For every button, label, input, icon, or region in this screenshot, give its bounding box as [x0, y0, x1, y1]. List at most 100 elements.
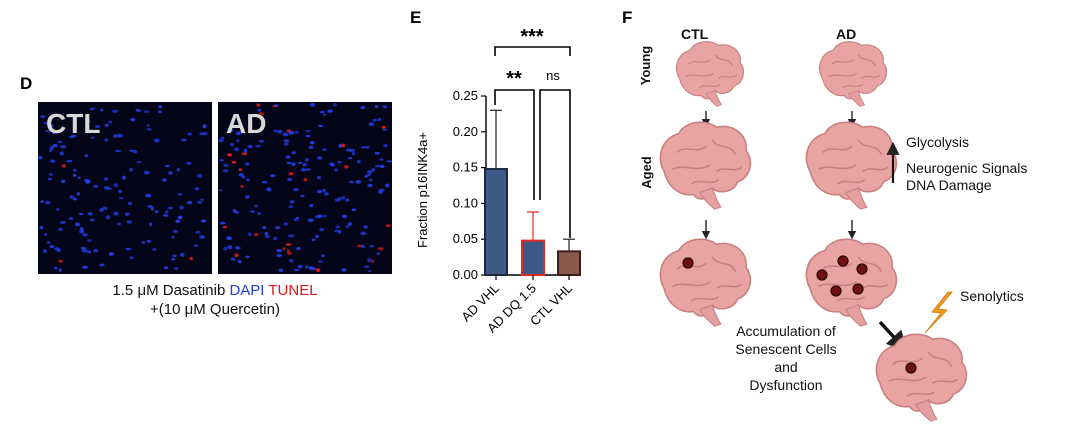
dapi-nucleus — [219, 159, 224, 162]
tunel-nucleus — [240, 185, 244, 188]
bracket-top — [494, 46, 571, 56]
dapi-nucleus — [79, 229, 85, 234]
dapi-nucleus — [218, 138, 224, 143]
tunel-nucleus — [377, 247, 384, 251]
dapi-nucleus — [129, 256, 134, 260]
panel-d-letter: D — [20, 74, 33, 93]
dapi-nucleus — [345, 198, 350, 202]
dapi-nucleus — [236, 139, 240, 143]
dapi-nucleus — [232, 209, 237, 213]
micrograph-ctl-label: CTL — [46, 108, 101, 139]
dapi-nucleus — [127, 201, 133, 206]
dapi-nucleus — [162, 178, 167, 182]
dapi-nucleus — [276, 249, 283, 253]
dapi-nucleus — [316, 175, 321, 180]
dapi-nucleus — [286, 161, 292, 165]
dapi-nucleus — [305, 265, 309, 269]
dapi-nucleus — [119, 197, 124, 200]
dapi-nucleus — [291, 162, 296, 166]
dapi-nucleus — [219, 189, 223, 192]
dapi-nucleus — [367, 258, 371, 263]
dapi-nucleus — [273, 129, 278, 133]
dapi-nucleus — [301, 168, 306, 172]
dapi-nucleus — [305, 157, 309, 162]
dapi-nucleus — [287, 177, 293, 182]
dapi-nucleus — [158, 105, 163, 109]
dapi-nucleus — [222, 169, 229, 173]
dapi-nucleus — [55, 208, 60, 211]
dapi-nucleus — [118, 189, 122, 193]
dapi-nucleus — [364, 265, 370, 268]
y-tick-label: 0.10 — [453, 195, 478, 210]
dapi-nucleus — [255, 145, 261, 148]
tunel-nucleus — [231, 160, 237, 164]
dapi-nucleus — [61, 179, 66, 184]
dapi-nucleus — [163, 266, 169, 269]
dapi-nucleus — [295, 216, 299, 220]
dapi-nucleus — [141, 241, 146, 244]
dapi-nucleus — [223, 163, 229, 167]
dapi-nucleus — [380, 164, 385, 168]
tunel-nucleus — [385, 224, 391, 228]
dapi-nucleus — [68, 217, 74, 220]
dapi-nucleus — [155, 209, 159, 214]
label-senolytics: Senolytics — [960, 288, 1024, 304]
dapi-nucleus — [360, 231, 366, 236]
dapi-nucleus — [176, 167, 181, 172]
dapi-nucleus — [254, 204, 258, 208]
tunel-nucleus — [381, 125, 386, 129]
label-accumulation: Accumulation of Senescent Cells and Dysf… — [722, 322, 850, 394]
dapi-nucleus — [367, 184, 372, 188]
dapi-nucleus — [168, 171, 173, 175]
dapi-nucleus — [357, 160, 361, 164]
dapi-nucleus — [72, 173, 77, 177]
column-ad-header: AD — [836, 26, 857, 42]
dapi-nucleus — [383, 144, 388, 148]
dapi-nucleus — [72, 197, 77, 201]
dapi-nucleus — [360, 146, 367, 149]
dapi-nucleus — [300, 194, 305, 198]
y-tick-label: 0.00 — [453, 267, 478, 282]
dapi-nucleus — [337, 230, 342, 234]
dapi-nucleus — [197, 200, 203, 204]
nuclei-overlay-ctl — [38, 105, 208, 272]
brain-aged-ctl — [659, 121, 752, 210]
dapi-nucleus — [115, 150, 122, 153]
dapi-nucleus — [129, 167, 133, 172]
dapi-nucleus — [276, 253, 282, 258]
dapi-nucleus — [309, 203, 314, 208]
dapi-nucleus — [195, 230, 201, 234]
dapi-nucleus — [289, 200, 295, 204]
dapi-nucleus — [235, 131, 241, 136]
tunel-nucleus — [315, 268, 321, 272]
dapi-nucleus — [275, 226, 281, 230]
dapi-nucleus — [291, 151, 296, 155]
dapi-nucleus — [52, 143, 58, 148]
tunel-nucleus — [370, 259, 374, 263]
dapi-nucleus — [78, 212, 84, 216]
dapi-nucleus — [283, 222, 288, 226]
dapi-nucleus — [90, 218, 95, 222]
dapi-nucleus — [153, 138, 160, 143]
dapi-nucleus — [266, 187, 272, 192]
sig-label-top: *** — [520, 26, 544, 48]
dapi-nucleus — [245, 255, 250, 259]
dapi-nucleus — [103, 177, 109, 181]
dapi-nucleus — [187, 132, 192, 136]
dapi-nucleus — [87, 212, 93, 216]
dapi-nucleus — [284, 142, 289, 146]
dapi-nucleus — [333, 103, 337, 107]
caption-dasatinib: 1.5 μM Dasatinib — [112, 282, 226, 299]
dapi-nucleus — [335, 225, 340, 229]
dapi-nucleus — [47, 177, 52, 181]
dapi-nucleus — [315, 234, 319, 238]
dapi-nucleus — [367, 170, 373, 174]
dapi-nucleus — [322, 113, 327, 116]
dapi-nucleus — [104, 123, 109, 127]
dapi-nucleus — [288, 234, 295, 238]
dapi-nucleus — [116, 133, 123, 138]
dapi-nucleus — [58, 267, 62, 272]
dapi-nucleus — [334, 168, 338, 172]
bracket-right — [539, 89, 571, 238]
dapi-nucleus — [196, 174, 203, 178]
